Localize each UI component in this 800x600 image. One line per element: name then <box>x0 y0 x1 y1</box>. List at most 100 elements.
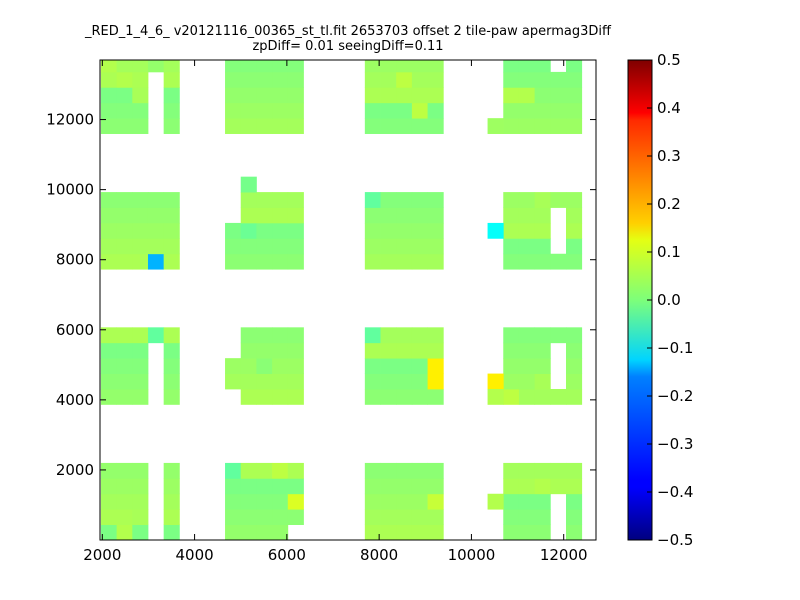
heatmap-cell <box>364 60 381 73</box>
heatmap-cell <box>287 509 304 525</box>
heatmap-cell <box>225 493 242 510</box>
heatmap-cell <box>380 358 397 374</box>
heatmap-cell <box>396 373 413 390</box>
heatmap-cell <box>503 358 520 374</box>
heatmap-cell <box>364 87 381 104</box>
heatmap-cell <box>503 87 520 104</box>
heatmap-cell <box>396 102 413 119</box>
heatmap-cell <box>100 238 118 255</box>
heatmap-cell <box>566 87 583 104</box>
heatmap-cell <box>225 462 242 479</box>
heatmap-cell <box>550 253 567 270</box>
heatmap-cell <box>116 509 133 525</box>
heatmap-cell <box>116 238 133 255</box>
plot-frame <box>99 59 597 541</box>
heatmap-cell <box>256 327 273 344</box>
heatmap-cell <box>240 524 257 541</box>
heatmap-cell <box>566 509 583 525</box>
heatmap-cell <box>550 478 567 495</box>
chart-title-line-2: zpDiff= 0.01 seeingDiff=0.11 <box>252 39 444 54</box>
heatmap-cell <box>503 238 520 255</box>
heatmap-cell <box>411 327 428 344</box>
x-tick-label: 8000 <box>360 546 398 564</box>
heatmap-cell <box>225 60 242 73</box>
heatmap-cell <box>380 102 397 119</box>
heatmap-cell <box>256 478 273 495</box>
heatmap-cell <box>380 327 397 344</box>
heatmap-cell <box>116 222 133 239</box>
heatmap-cell <box>427 327 444 344</box>
heatmap-cell <box>364 102 381 119</box>
heatmap-cell <box>147 60 165 73</box>
heatmap-cell <box>566 253 583 270</box>
heatmap-cell <box>427 87 444 104</box>
heatmap-cell <box>287 192 304 208</box>
heatmap-cell <box>380 238 397 255</box>
heatmap-cell <box>287 207 304 224</box>
heatmap-cell <box>566 238 583 255</box>
heatmap-cell <box>534 60 551 73</box>
heatmap-cell <box>380 373 397 390</box>
heatmap-cell <box>503 478 520 495</box>
heatmap-cell <box>427 509 444 525</box>
heatmap-cell <box>256 358 273 374</box>
heatmap-cell <box>100 327 118 344</box>
heatmap-cell <box>272 358 289 374</box>
heatmap-cell <box>566 102 583 119</box>
heatmap-cell <box>163 373 180 390</box>
heatmap-cell <box>132 509 149 525</box>
heatmap-cell <box>116 462 133 479</box>
heatmap-cell <box>380 509 397 525</box>
heatmap-cell <box>287 71 304 88</box>
heatmap-cell <box>163 222 180 239</box>
heatmap-cell <box>240 358 257 374</box>
heatmap-cell <box>132 342 149 359</box>
heatmap-cell <box>116 207 133 224</box>
heatmap-cell <box>364 222 381 239</box>
heatmap-cell <box>100 102 118 119</box>
heatmap-cell <box>287 388 304 405</box>
heatmap-cell <box>380 462 397 479</box>
heatmap-cell <box>566 60 583 73</box>
heatmap-cell <box>534 388 551 405</box>
heatmap-cell <box>100 493 118 510</box>
heatmap-cell <box>534 373 551 390</box>
colorbar-tick-label: −0.5 <box>657 531 693 549</box>
heatmap-cell <box>100 222 118 239</box>
heatmap-cell <box>364 524 381 541</box>
y-tick-label: 10000 <box>46 181 94 199</box>
heatmap-cell <box>240 87 257 104</box>
heatmap-cell <box>100 207 118 224</box>
heatmap-cell <box>364 388 381 405</box>
heatmap-cell <box>534 327 551 344</box>
heatmap-cell <box>503 222 520 239</box>
heatmap-cell <box>566 493 583 510</box>
heatmap-cell <box>272 524 289 541</box>
x-tick-label: 6000 <box>268 546 306 564</box>
heatmap-cell <box>427 71 444 88</box>
heatmap-cell <box>163 192 180 208</box>
heatmap-cell <box>272 238 289 255</box>
y-axis: 2000 4000 6000 8000 10000 12000 <box>46 111 596 479</box>
heatmap-cell <box>550 462 567 479</box>
heatmap-cell <box>272 207 289 224</box>
heatmap-cell <box>550 327 567 344</box>
heatmap-cell <box>240 509 257 525</box>
heatmap-cell <box>503 462 520 479</box>
heatmap-cell <box>566 192 583 208</box>
heatmap-cell <box>100 253 118 270</box>
heatmap-cell <box>132 358 149 374</box>
heatmap-cell <box>240 71 257 88</box>
heatmap-cell <box>272 478 289 495</box>
heatmap-cell <box>364 118 381 134</box>
heatmap-cell <box>287 478 304 495</box>
colorbar-tick-label: 0.2 <box>657 195 681 213</box>
heatmap-cell <box>411 87 428 104</box>
heatmap-cell <box>534 192 551 208</box>
heatmap-cell <box>132 462 149 479</box>
heatmap-cell <box>411 102 428 119</box>
heatmap-cell <box>550 192 567 208</box>
heatmap-cell <box>240 118 257 134</box>
